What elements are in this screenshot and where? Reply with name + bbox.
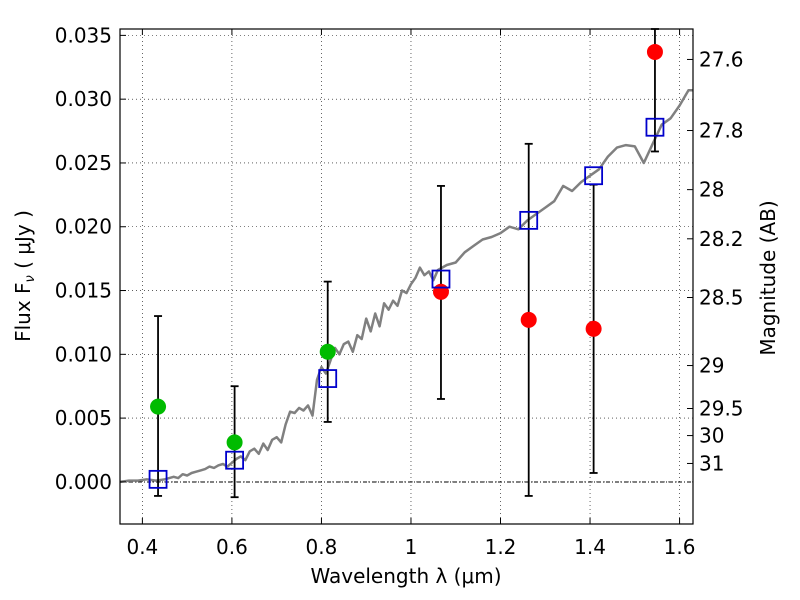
x-tick-label: 0.6: [216, 535, 248, 559]
observed-point-red: [646, 43, 663, 60]
observed-point-red: [432, 283, 449, 300]
x-tick-label: 1: [405, 535, 418, 559]
model-photometry-square: [225, 450, 245, 470]
y2-axis-label: Magnitude (AB): [756, 200, 780, 355]
model-photometry-square: [645, 117, 665, 137]
x-tick-label: 1.4: [574, 535, 606, 559]
y2-tick-label: 29: [699, 354, 724, 378]
y-tick-label: 0.015: [55, 279, 112, 303]
y-tick-label: 0.030: [55, 87, 112, 111]
model-photometry-layer: [148, 117, 665, 489]
x-axis-ticks: 0.4 0.6 0.8 1 1.2 1.4 1.6: [126, 29, 695, 559]
y-tick-label: 0.035: [55, 23, 112, 47]
y-axis-label: Flux Fν ( μJy ): [11, 210, 38, 342]
model-photometry-square: [519, 210, 539, 230]
observed-point-green: [319, 343, 336, 360]
y-tick-label: 0.020: [55, 215, 112, 239]
plot-frame: [119, 28, 694, 525]
y-tick-label: 0.000: [55, 470, 112, 494]
model-photometry-square: [431, 269, 451, 289]
x-tick-label: 1.6: [664, 535, 696, 559]
x-tick-label: 0.4: [126, 535, 158, 559]
observed-point-green: [150, 398, 167, 415]
y2-tick-label: 29.5: [699, 396, 744, 420]
plot-background: [120, 29, 693, 524]
model-photometry-square: [148, 469, 168, 489]
y2-tick-label: 27.8: [699, 119, 744, 143]
y-axis-label-main: Flux F: [11, 282, 35, 341]
x-tick-label: 0.8: [306, 535, 338, 559]
model-photometry-square: [318, 369, 338, 388]
y-axis-label-units: ( μJy ): [11, 210, 35, 275]
model-spectrum-line: [119, 88, 693, 484]
y-tick-label: 0.005: [55, 406, 112, 430]
x-tick-label: 1.2: [485, 535, 517, 559]
x-axis-label: Wavelength λ (μm): [310, 564, 501, 588]
y2-tick-label: 28.5: [699, 285, 744, 309]
y2-tick-label: 28: [699, 178, 724, 202]
y2-tick-label: 28.2: [699, 227, 744, 251]
observed-point-red: [585, 320, 602, 337]
y2-axis-ticks: 27.6 27.8 28 28.2 28.5 29 29.5 30 31: [687, 47, 744, 475]
y-tick-label: 0.010: [55, 342, 112, 366]
y-axis-label-sub: ν: [23, 275, 38, 282]
y2-tick-label: 31: [699, 451, 724, 475]
y2-tick-label: 30: [699, 424, 724, 448]
y-axis-ticks: 0.000 0.005 0.010 0.015 0.020 0.025 0.030 0.035: [55, 23, 126, 494]
y-tick-label: 0.025: [55, 151, 112, 175]
model-spectrum-layer: [119, 88, 693, 484]
y2-tick-label: 27.6: [699, 47, 744, 71]
observed-point-green: [226, 434, 243, 451]
observed-point-red: [520, 311, 537, 328]
model-photometry-square: [584, 166, 604, 186]
